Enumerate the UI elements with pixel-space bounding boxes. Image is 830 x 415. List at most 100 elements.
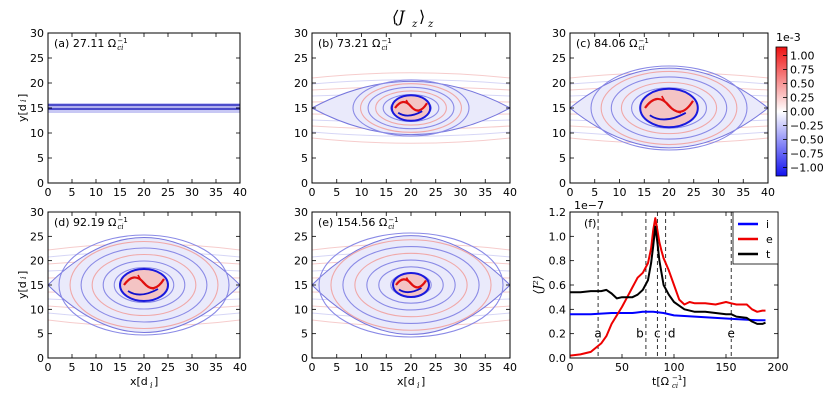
x-tick-label: 10 [355,186,369,199]
x-tick-label: 10 [613,186,627,199]
colorbar-tick-label: −0.25 [790,120,824,133]
x-tick-label: 5 [69,186,76,199]
colorbar-tick-label: 0.75 [790,63,815,76]
island-core [639,87,699,129]
event-label-a: a [594,327,601,341]
y-scale-label: 1e−7 [574,199,604,212]
x-tick-label: 25 [161,186,175,199]
x-tick-label: 40 [761,186,775,199]
x-axis-label-close: ] [154,375,158,388]
x-tick-label: 20 [404,361,418,374]
x-axis-label-close: ] [682,375,686,388]
x-tick-label: 0 [309,361,316,374]
legend-label-i: i [766,218,769,231]
y-tick-label: 25 [294,52,308,65]
y-tick-label: 30 [552,27,566,40]
x-tick-label: 35 [736,186,750,199]
x-tick-label: 150 [716,361,737,374]
y-tick-label: 15 [294,102,308,115]
colorbar: 1e-3 1.000.750.500.25 0.00−0.25−0.50−0.75… [775,31,824,177]
current-density-field [312,232,510,338]
y-tick-label: 20 [30,77,44,90]
x-tick-label: 0 [45,361,52,374]
x-tick-label: 5 [591,186,598,199]
x-tick-label: 15 [379,361,393,374]
y-tick-label: 20 [30,255,44,268]
x-tick-label: 30 [454,361,468,374]
panel-label: (e) 154.56 Ω [318,216,387,229]
y-tick-label: 0 [37,352,44,365]
x-tick-label: 15 [113,186,127,199]
y-tick-label: 0 [559,177,566,190]
y-tick-label: 30 [294,206,308,219]
x-tick-label: 30 [712,186,726,199]
current-density-field [570,65,768,151]
colorbar-tick-label: −1.00 [790,162,824,175]
event-label-e: e [728,327,735,341]
x-tick-label: 15 [113,361,127,374]
panel-label-sub: ci [388,223,394,231]
colorbar-scale-label: 1e-3 [776,31,801,44]
current-density-field [48,103,240,113]
panel-label-exp: −1 [117,216,127,224]
island-core [390,94,432,122]
event-label-c: c [654,327,661,341]
y-tick-label: 5 [37,328,44,341]
legend-label-t: t [766,248,771,261]
y-tick-label: 20 [294,77,308,90]
event-label-b: b [636,327,644,341]
x-tick-label: 35 [209,361,223,374]
x-tick-label: 5 [69,361,76,374]
x-tick-label: 0 [567,361,574,374]
panel-label-exp: −1 [388,216,398,224]
x-axis-label-close: ] [421,375,425,388]
x-tick-label: 10 [355,361,369,374]
y-axis-label: y[d i] [16,94,29,122]
figure-title-sub2: z [427,19,434,30]
y-tick-label: 0 [301,352,308,365]
colorbar-tick-label: 0.00 [790,106,815,119]
panel-label: (b) 73.21 Ω [318,37,380,50]
legend: iet [732,211,779,265]
x-tick-label: 35 [209,186,223,199]
y-tick-label: 20 [552,77,566,90]
island-core [119,268,169,302]
y-tick-label: 15 [294,279,308,292]
x-tick-label: 25 [429,186,443,199]
y-axis-label-main: y[d [16,281,29,299]
y-tick-label: 25 [552,52,566,65]
event-label-d: d [668,327,676,341]
y-tick-label: 5 [559,152,566,165]
x-axis-label-sub: i [150,381,153,390]
y-axis-label: y[d i] [16,271,29,299]
y-tick-label: 1.0 [549,230,567,243]
x-tick-label: 30 [185,186,199,199]
y-tick-label: 25 [30,52,44,65]
x-tick-label: 40 [233,186,247,199]
colorbar-tick-label: −0.75 [790,148,824,161]
y-tick-label: 25 [30,230,44,243]
y-axis-label-close: ] [16,94,29,98]
x-axis-label-sub: ci [672,382,678,390]
x-axis-label-sub: i [417,381,420,390]
panel-label-sub: ci [117,223,123,231]
y-axis-label-close: ] [16,271,29,275]
y-tick-label: 0.4 [549,303,567,316]
x-tick-label: 20 [404,186,418,199]
panel-label-sub: ci [117,44,123,52]
y-tick-label: 20 [294,255,308,268]
x-tick-label: 30 [185,361,199,374]
colorbar-tick-label: −0.50 [790,134,824,147]
x-tick-label: 25 [161,361,175,374]
y-axis-label: ⟨J²⟩ [531,276,545,295]
line-chart-panel-f: a b c d e 0 50 100 150 200 0.0 0.2 0.4 0.6 0.8 1.0 1.2 (f… [531,199,789,390]
y-tick-label: 15 [30,102,44,115]
x-axis-label-main: x[d [397,375,415,388]
x-tick-label: 15 [637,186,651,199]
x-tick-label: 0 [309,186,316,199]
x-tick-label: 0 [45,186,52,199]
y-tick-label: 15 [30,279,44,292]
